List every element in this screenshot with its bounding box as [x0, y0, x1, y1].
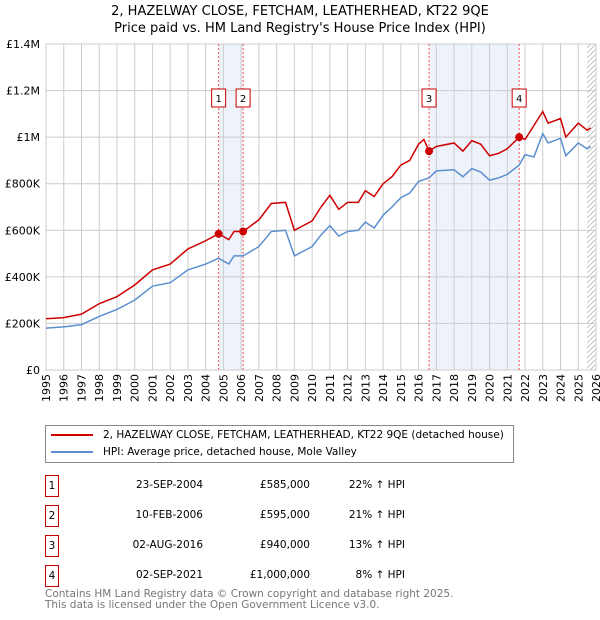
- series-line: [45, 131, 592, 329]
- y-tick-label: £1M: [17, 131, 41, 144]
- transaction-row: 3 02-AUG-2016 £940,000 13% ↑ HPI: [45, 535, 465, 559]
- x-tick-label: 2003: [182, 374, 195, 402]
- price-chart: 1995 1996 1997 1998 1999 2000 2001 2002 2003 2004…: [5, 38, 600, 402]
- x-tick-label: 2012: [342, 374, 355, 402]
- legend-blue-swatch: [51, 451, 93, 453]
- sale-marker-box: [211, 88, 227, 108]
- legend-red-swatch: [51, 434, 93, 436]
- y-tick-label: £0: [26, 364, 40, 377]
- transaction-hpi: 21% ↑ HPI: [348, 509, 405, 521]
- x-tick-label: 1998: [93, 374, 106, 402]
- y-tick-label: £1.4M: [6, 38, 40, 51]
- x-tick-label: 2026: [590, 374, 600, 402]
- legend-property: 2, HAZELWAY CLOSE, FETCHAM, LEATHERHEAD,…: [103, 429, 504, 441]
- sale-marker-box: [235, 88, 251, 108]
- transaction-price: £940,000: [259, 539, 310, 551]
- sale-marker-label: 1: [215, 94, 221, 105]
- x-tick-label: 1996: [58, 374, 71, 402]
- x-tick-label: 2018: [448, 374, 461, 402]
- transaction-number: 3: [45, 535, 59, 557]
- x-tick-label: 2025: [572, 374, 585, 402]
- x-tick-label: 1995: [40, 374, 53, 402]
- chart-subtitle: Price paid vs. HM Land Registry's House …: [114, 21, 486, 36]
- y-tick-label: £200K: [5, 317, 41, 330]
- legend: 2, HAZELWAY CLOSE, FETCHAM, LEATHERHEAD,…: [45, 425, 514, 463]
- x-tick-label: 2024: [555, 374, 568, 402]
- transaction-date: 23-SEP-2004: [135, 479, 203, 491]
- sale-point: [515, 133, 524, 142]
- chart-title: 2, HAZELWAY CLOSE, FETCHAM, LEATHERHEAD,…: [111, 4, 489, 19]
- x-tick-label: 2001: [146, 374, 159, 402]
- transaction-hpi: 8% ↑ HPI: [355, 569, 405, 581]
- transaction-date: 02-AUG-2016: [132, 539, 203, 551]
- transaction-row: 2 10-FEB-2006 £595,000 21% ↑ HPI: [45, 505, 465, 529]
- x-tick-label: 2013: [359, 374, 372, 402]
- legend-hpi: HPI: Average price, detached house, Mole…: [103, 446, 357, 458]
- transaction-hpi: 22% ↑ HPI: [348, 479, 405, 491]
- x-tick-label: 2006: [235, 374, 248, 402]
- x-tick-label: 2005: [217, 374, 230, 402]
- sale-marker-box: [511, 88, 527, 108]
- forecast-hatch: [587, 44, 596, 370]
- x-tick-label: 2011: [324, 374, 337, 402]
- x-tick-label: 2009: [288, 374, 301, 402]
- transaction-date: 02-SEP-2021: [135, 569, 203, 581]
- sale-marker-label: 3: [426, 94, 432, 105]
- footer: Contains HM Land Registry data © Crown c…: [45, 589, 453, 611]
- shaded-range: [429, 44, 520, 370]
- transaction-price: £585,000: [259, 479, 310, 491]
- x-tick-label: 2022: [519, 374, 532, 402]
- plot-frame: [45, 43, 597, 371]
- x-tick-label: 2004: [200, 374, 213, 402]
- x-tick-label: 2017: [430, 374, 443, 402]
- x-tick-label: 1999: [111, 374, 124, 402]
- transaction-number: 2: [45, 505, 59, 527]
- x-tick-label: 2021: [501, 374, 514, 402]
- sale-point: [239, 227, 248, 236]
- transaction-row: 1 23-SEP-2004 £585,000 22% ↑ HPI: [45, 475, 465, 499]
- x-tick-label: 2019: [466, 374, 479, 402]
- sale-point: [425, 147, 434, 156]
- y-tick-label: £600K: [5, 224, 41, 237]
- transaction-hpi: 13% ↑ HPI: [348, 539, 405, 551]
- transaction-number: 4: [45, 565, 59, 587]
- x-tick-label: 2020: [484, 374, 497, 402]
- footer-line2: This data is licensed under the Open Gov…: [45, 599, 380, 611]
- x-tick-label: 2016: [413, 374, 426, 402]
- y-tick-label: £800K: [5, 178, 41, 191]
- y-tick-label: £1.2M: [6, 85, 40, 98]
- x-tick-label: 2007: [253, 374, 266, 402]
- transaction-number: 1: [45, 475, 59, 497]
- x-tick-label: 2000: [129, 374, 142, 402]
- x-tick-label: 2010: [306, 374, 319, 402]
- x-tick-label: 2023: [537, 374, 550, 402]
- sale-marker-label: 2: [240, 94, 246, 105]
- transaction-date: 10-FEB-2006: [135, 509, 203, 521]
- footer-line1: Contains HM Land Registry data © Crown c…: [45, 588, 454, 600]
- x-tick-label: 2014: [377, 374, 390, 402]
- sale-marker-box: [421, 88, 437, 108]
- transaction-row: 4 02-SEP-2021 £1,000,000 8% ↑ HPI: [45, 565, 465, 589]
- x-tick-label: 2015: [395, 374, 408, 402]
- x-tick-label: 2002: [164, 374, 177, 402]
- transaction-price: £1,000,000: [249, 569, 310, 581]
- sale-point: [214, 229, 223, 238]
- y-tick-label: £400K: [5, 271, 41, 284]
- sale-marker-label: 4: [516, 94, 522, 105]
- x-tick-label: 1997: [75, 374, 88, 402]
- transaction-price: £595,000: [259, 509, 310, 521]
- x-tick-label: 2008: [271, 374, 284, 402]
